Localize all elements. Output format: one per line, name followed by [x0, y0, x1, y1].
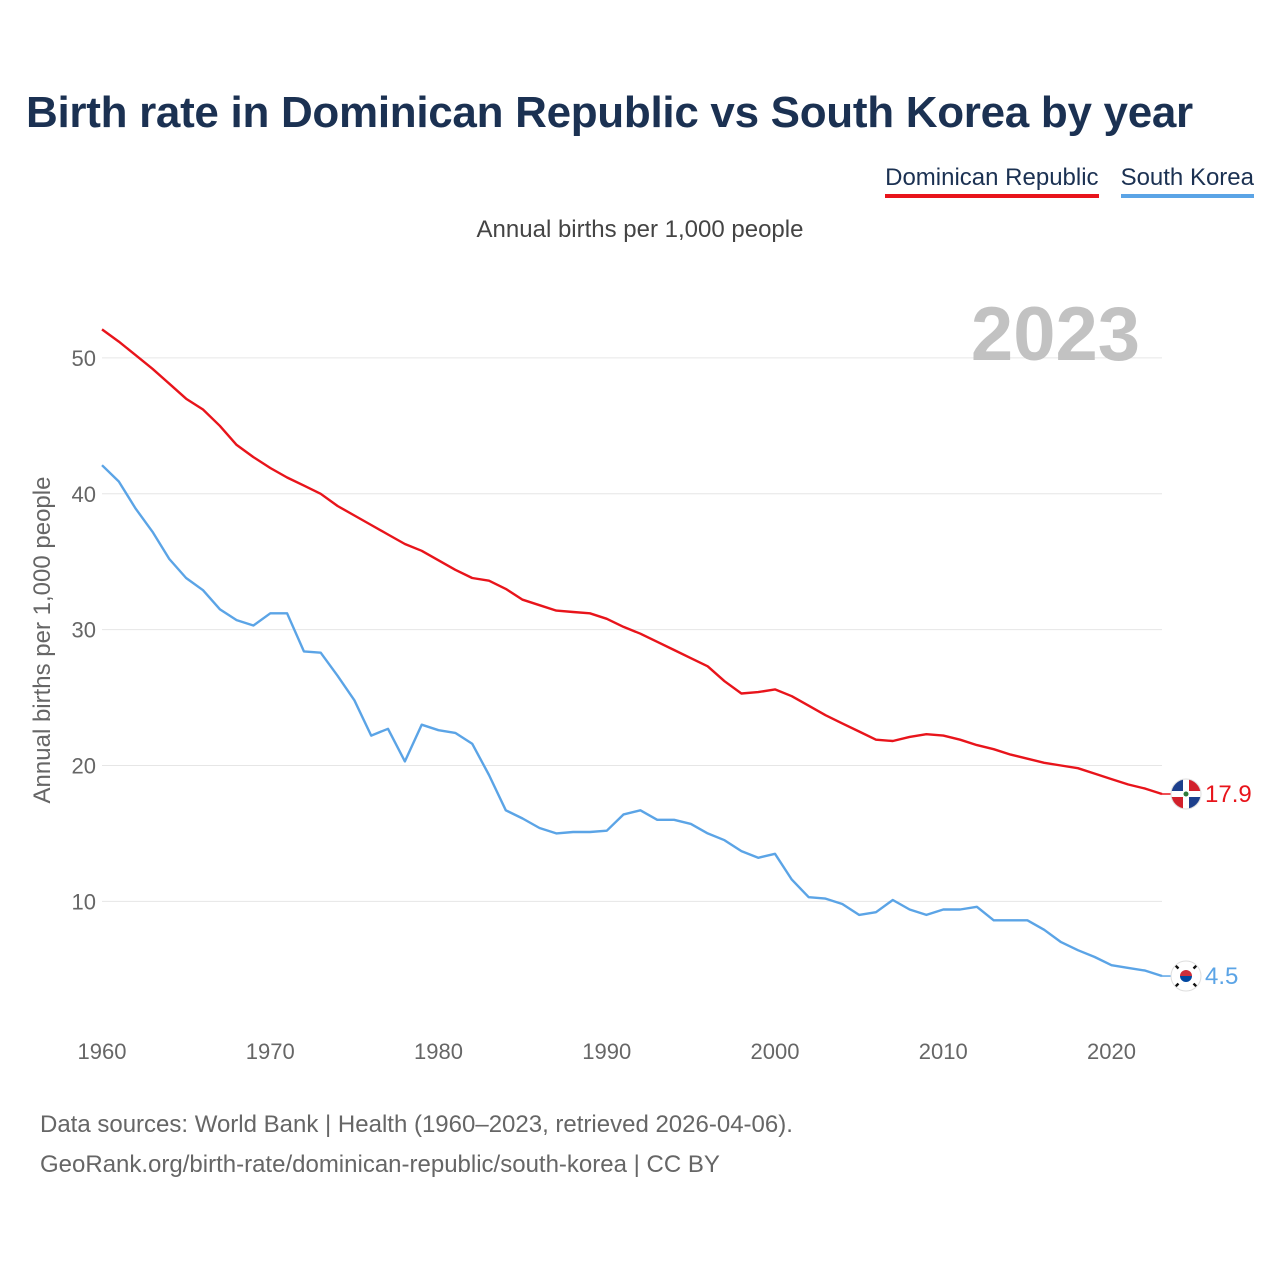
end-value-label: 17.9 [1205, 781, 1252, 808]
series-line-dominican-republic[interactable] [101, 328, 1163, 796]
flag-south-korea-icon [1170, 960, 1202, 992]
y-tick-label: 10 [72, 889, 96, 914]
y-axis-ticks: 10 20 30 40 50 [72, 346, 96, 914]
x-tick-label: 2010 [919, 1039, 968, 1064]
x-tick-label: 2020 [1087, 1039, 1136, 1064]
end-flags: 17.9 4.5 [1162, 778, 1252, 992]
y-tick-label: 30 [72, 618, 96, 643]
year-watermark: 2023 [971, 292, 1140, 377]
x-axis-ticks: 1960 1970 1980 1990 2000 2010 2020 [78, 1039, 1136, 1064]
series-line-south-korea[interactable] [101, 464, 1163, 978]
y-tick-label: 20 [72, 753, 96, 778]
data-source-text: Data sources: World Bank | Health (1960–… [40, 1111, 793, 1138]
chart-title: Birth rate in Dominican Republic vs Sout… [26, 88, 1193, 137]
y-tick-label: 50 [72, 346, 96, 371]
x-tick-label: 1990 [582, 1039, 631, 1064]
x-tick-label: 1970 [246, 1039, 295, 1064]
footer: Data sources: World Bank | Health (1960–… [40, 1105, 793, 1185]
legend-dominican-republic[interactable]: Dominican Republic [885, 164, 1099, 198]
line-chart: 2023 10 20 30 40 50 1960 1970 1980 1990 2000 2010… [29, 292, 1252, 1064]
x-tick-label: 2000 [751, 1039, 800, 1064]
x-tick-label: 1980 [414, 1039, 463, 1064]
x-tick-label: 1960 [78, 1039, 127, 1064]
chart-subtitle: Annual births per 1,000 people [476, 216, 804, 243]
gridlines [102, 357, 1162, 902]
flag-dominican-republic-icon [1170, 778, 1202, 810]
end-value-label: 4.5 [1205, 963, 1238, 990]
source-url-text: GeoRank.org/birth-rate/dominican-republi… [40, 1151, 720, 1178]
legend-south-korea[interactable]: South Korea [1120, 164, 1254, 198]
legend: Dominican Republic South Korea [885, 164, 1254, 198]
series-lines [101, 328, 1163, 978]
y-tick-label: 40 [72, 482, 96, 507]
y-axis-label: Annual births per 1,000 people [29, 477, 56, 804]
